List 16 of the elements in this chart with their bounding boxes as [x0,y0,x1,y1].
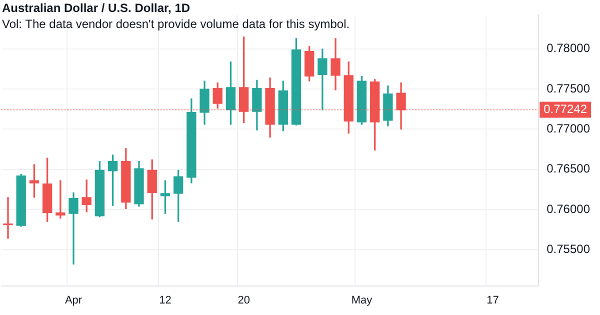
x-tick-label: Apr [64,294,82,306]
chart-subtitle: Vol: The data vendor doesn't provide volume data for this symbol. [2,17,350,31]
chart-title: Australian Dollar / U.S. Dollar, 1D [2,1,190,15]
ref-line-label: 0.77242 [544,102,588,116]
x-tick-label: May [351,294,373,306]
candlestick [68,192,78,264]
y-tick-label: 0.76000 [546,202,590,216]
y-tick-label: 0.75500 [546,242,590,256]
y-tick-label: 0.76500 [546,162,590,176]
x-tick-label: 20 [238,294,250,306]
y-tick-label: 0.77500 [546,81,590,96]
candlestick [3,197,13,239]
y-tick-label: 0.78000 [546,41,590,56]
x-tick-label: 12 [159,294,172,306]
y-tick-label: 0.77000 [546,122,590,136]
x-tick-label: 17 [486,294,499,306]
